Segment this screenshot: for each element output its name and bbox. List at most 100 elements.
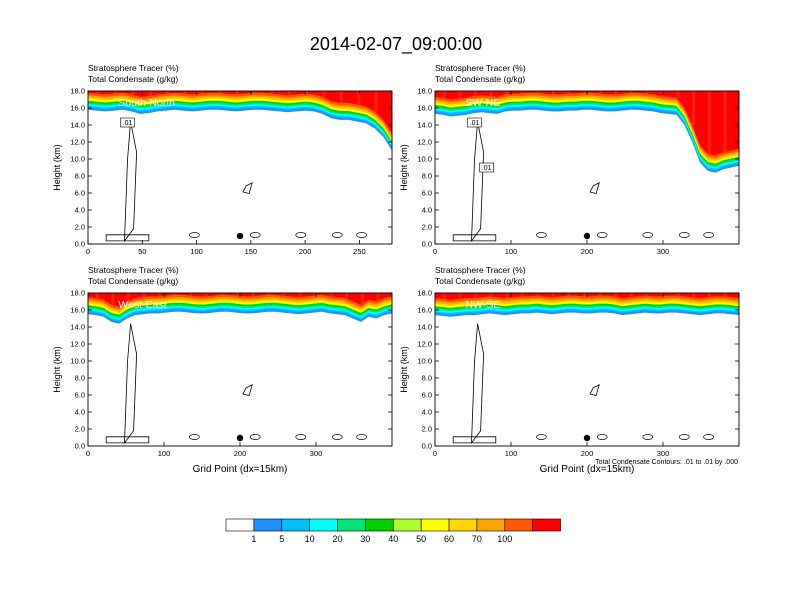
panel-title: South-North [118, 97, 175, 109]
tracer-streak [183, 91, 187, 94]
tracer-streak [392, 293, 395, 296]
y-tick-label: 0.0 [75, 442, 85, 451]
y-tick-label: 4.0 [422, 206, 432, 215]
tracer-streak [305, 91, 309, 94]
x-tick-label: 200 [581, 247, 594, 256]
tracer-streak [329, 293, 333, 297]
plot-frame [87, 90, 393, 245]
tracer-streak [723, 91, 727, 153]
y-axis-label: Height (km) [52, 144, 62, 191]
x-tick-label: 50 [138, 247, 146, 256]
colorbar-label: 70 [472, 534, 482, 544]
tracer-streak [251, 293, 255, 297]
x-tick-label: 200 [299, 247, 312, 256]
condensate-contour [642, 434, 654, 440]
x-tick-label: 200 [581, 449, 594, 458]
colorbar-label: 10 [305, 534, 315, 544]
condensate-contour [249, 232, 261, 238]
plot-area: .01 .01 [435, 91, 742, 244]
x-tick-label: 300 [310, 449, 323, 458]
plot-area: .01 [88, 91, 392, 244]
y-tick-label: 2.0 [75, 425, 85, 434]
tracer-streak [298, 293, 302, 298]
panel-3: Stratosphere Tracer (%)Total Condensate … [52, 265, 395, 475]
y-tick-label: 2.0 [422, 223, 432, 232]
y-tick-label: 18.0 [70, 289, 85, 298]
colorbar-label: 100 [497, 534, 512, 544]
tracer-streak [598, 293, 602, 296]
tracer-streak [567, 293, 571, 296]
tracer-streak [474, 293, 477, 299]
x-tick-label: 250 [353, 247, 366, 256]
contour-label: .01 [479, 162, 494, 173]
colorbar-swatch [420, 518, 450, 532]
tracer-band-5 [435, 91, 739, 171]
x-tick-label: 0 [86, 449, 90, 458]
tracer-streak [551, 293, 555, 298]
x-tick-label: 300 [657, 247, 670, 256]
tracer-streak [166, 91, 170, 94]
tracer-streak [114, 91, 118, 94]
colorbar-swatch [365, 518, 394, 532]
x-tick-label: 0 [433, 449, 437, 458]
tracer-streak [489, 91, 493, 97]
contour-label-box [120, 117, 135, 128]
condensate-contour [536, 434, 547, 440]
header-condensate-label: Total Condensate (g/kg) [435, 276, 525, 286]
x-tick-label: 100 [158, 449, 171, 458]
tracer-streak [287, 91, 291, 96]
header-tracer-label: Stratosphere Tracer (%) [435, 63, 526, 73]
y-tick-label: 4.0 [422, 408, 432, 417]
tracer-streak [282, 293, 286, 296]
y-tick-label: 12.0 [70, 138, 85, 147]
tracer-streak [360, 293, 364, 305]
x-tick-label: 0 [86, 247, 90, 256]
colorbar-label: 20 [333, 534, 343, 544]
y-tick-label: 6.0 [75, 189, 85, 198]
colorbar-swatch [281, 518, 310, 532]
header-condensate-label: Total Condensate (g/kg) [88, 74, 178, 84]
tracer-streak [551, 91, 555, 95]
y-tick-label: 10.0 [417, 357, 432, 366]
tracer-streak [173, 293, 177, 295]
contour-label-text: .01 [482, 165, 492, 172]
tracer-streak [204, 293, 208, 297]
y-tick-label: 0.0 [422, 240, 432, 249]
tracer-streak [357, 91, 361, 105]
contour-label: .01 [467, 117, 482, 128]
panel-title: SW-NE [465, 97, 500, 109]
plot-background [88, 293, 392, 446]
header-tracer-label: Stratosphere Tracer (%) [435, 265, 526, 275]
tracer-streak [345, 293, 349, 299]
condensate-contour [471, 323, 485, 445]
condensate-contour [242, 384, 253, 396]
condensate-contour [596, 434, 608, 440]
tracer-streak [739, 91, 742, 149]
panel-title: NW-SE [465, 299, 500, 311]
tracer-streak [583, 293, 587, 297]
tracer-streak [458, 293, 462, 299]
x-tick-label: 300 [657, 449, 670, 458]
tracer-streak [142, 293, 146, 298]
contour-label-text: .01 [123, 120, 133, 127]
tracer-streak [127, 293, 130, 302]
tracer-streak [339, 91, 343, 103]
tracer-streak [598, 91, 602, 94]
y-tick-label: 8.0 [75, 374, 85, 383]
tracer-streak [723, 293, 727, 297]
condensate-contour [124, 323, 138, 445]
condensate-contour [356, 232, 367, 238]
y-tick-label: 0.0 [75, 240, 85, 249]
tracer-streak [707, 293, 711, 298]
panel-1: Stratosphere Tracer (%)Total Condensate … [52, 63, 393, 256]
condensate-contour [331, 434, 343, 440]
panel-title: West-East [118, 299, 166, 311]
tracer-streak [474, 91, 477, 97]
tracer-streak [189, 293, 193, 296]
tracer-streak [505, 91, 509, 95]
y-tick-label: 14.0 [70, 323, 85, 332]
y-tick-label: 18.0 [70, 87, 85, 96]
colorbar-swatch [476, 518, 506, 532]
panel-2: Stratosphere Tracer (%)Total Condensate … [399, 63, 742, 256]
tracer-streak [536, 91, 540, 93]
